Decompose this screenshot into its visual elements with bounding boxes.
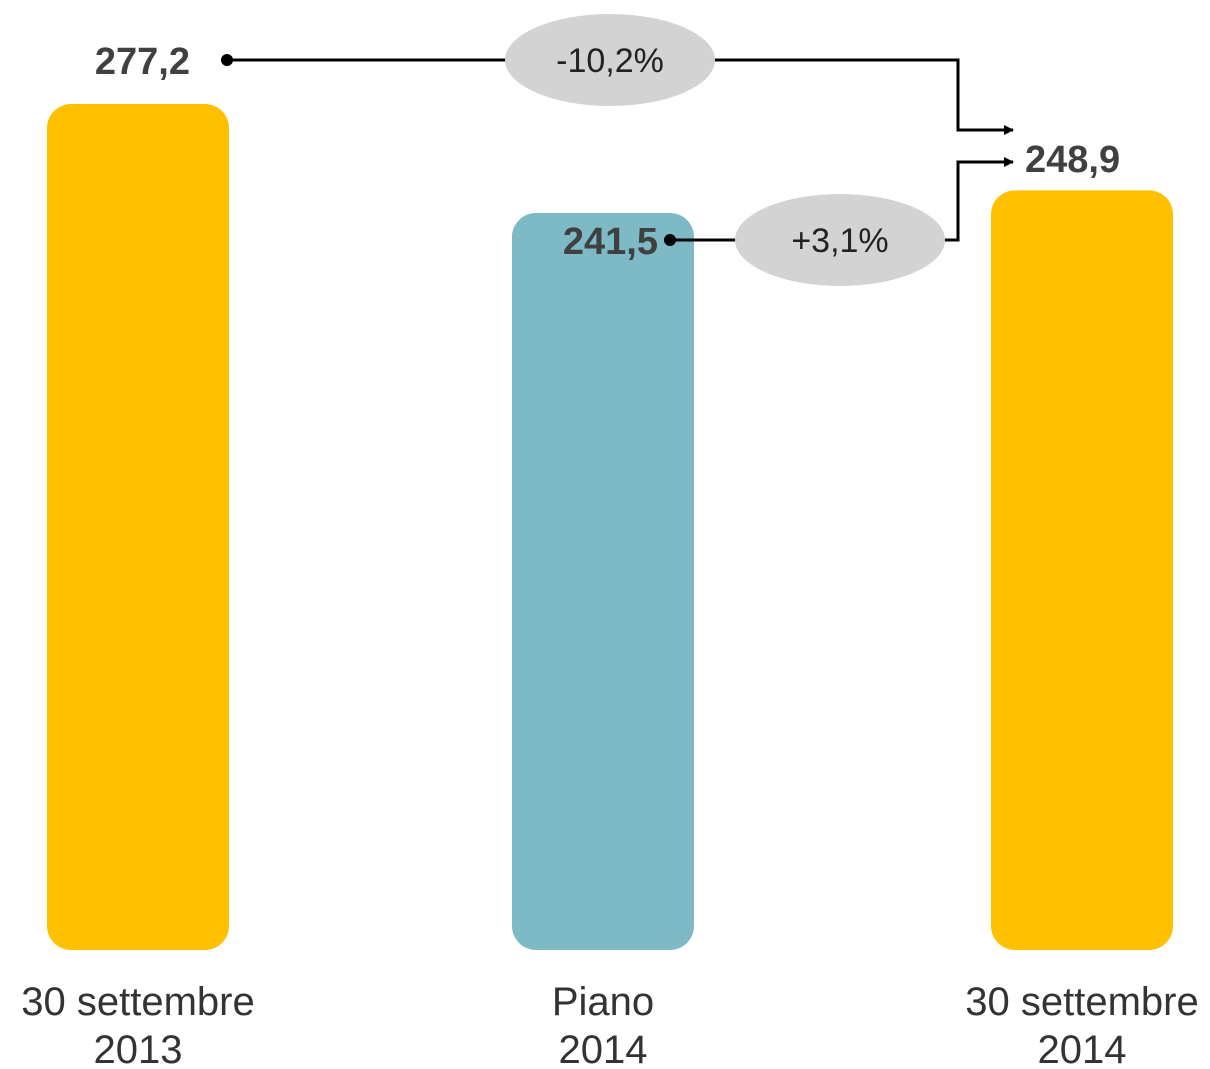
category-label-0-line-0: 30 settembre (21, 980, 254, 1024)
category-label-1-line-0: Piano (552, 980, 654, 1024)
category-label-0-line-1: 2013 (94, 1028, 183, 1069)
value-label-2: 248,9 (1025, 139, 1120, 181)
change-label-0: -10,2% (556, 42, 664, 80)
value-label-0: 277,2 (95, 41, 190, 83)
value-label-1: 241,5 (563, 221, 658, 263)
bar-1 (512, 212, 694, 951)
bars-layer (47, 104, 1173, 951)
bar-0 (47, 104, 229, 950)
change-bubble-1 (735, 194, 945, 286)
change-label-1: +3,1% (791, 222, 888, 260)
category-label-2-line-0: 30 settembre (965, 980, 1198, 1024)
bar-2 (991, 190, 1173, 951)
category-label-1-line-1: 2014 (559, 1028, 648, 1069)
category-label-2-line-1: 2014 (1038, 1028, 1127, 1069)
change-bubble-0 (505, 14, 715, 106)
